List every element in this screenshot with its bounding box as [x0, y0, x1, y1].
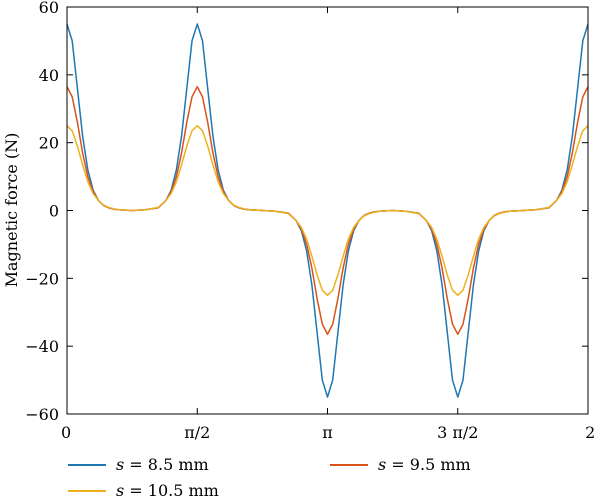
y-axis-title: Magnetic force (N): [2, 133, 21, 288]
y-tick-label: 20: [39, 134, 59, 153]
legend-item: s = 10.5 mm: [68, 481, 219, 500]
axis-ticks: 0 π/2 π 3 π/2 2 π 60 40 20 0 −20 −40 −60: [25, 0, 600, 442]
series-line-3: [66, 124, 589, 297]
y-tick-label: −20: [25, 269, 59, 288]
y-tick-label: −40: [25, 337, 59, 356]
y-tick-label: 40: [39, 66, 59, 85]
legend-label: s = 9.5 mm: [378, 455, 471, 474]
x-tick-label: 2 π: [585, 423, 600, 442]
x-tick-label: π: [322, 423, 333, 442]
y-tick-label: −60: [25, 405, 59, 424]
x-tick-label: 0: [61, 423, 71, 442]
plot-lines: [66, 23, 589, 398]
legend-label: s = 10.5 mm: [116, 481, 219, 500]
legend-label: s = 8.5 mm: [116, 455, 209, 474]
x-tick-label: π/2: [184, 423, 210, 442]
x-tick-label: 3 π/2: [437, 423, 478, 442]
legend-item: s = 9.5 mm: [330, 455, 471, 474]
y-tick-label: 0: [49, 202, 59, 221]
legend: s = 8.5 mm s = 9.5 mm s = 10.5 mm: [68, 455, 471, 500]
y-tick-label: 60: [39, 0, 59, 17]
legend-item: s = 8.5 mm: [68, 455, 209, 474]
